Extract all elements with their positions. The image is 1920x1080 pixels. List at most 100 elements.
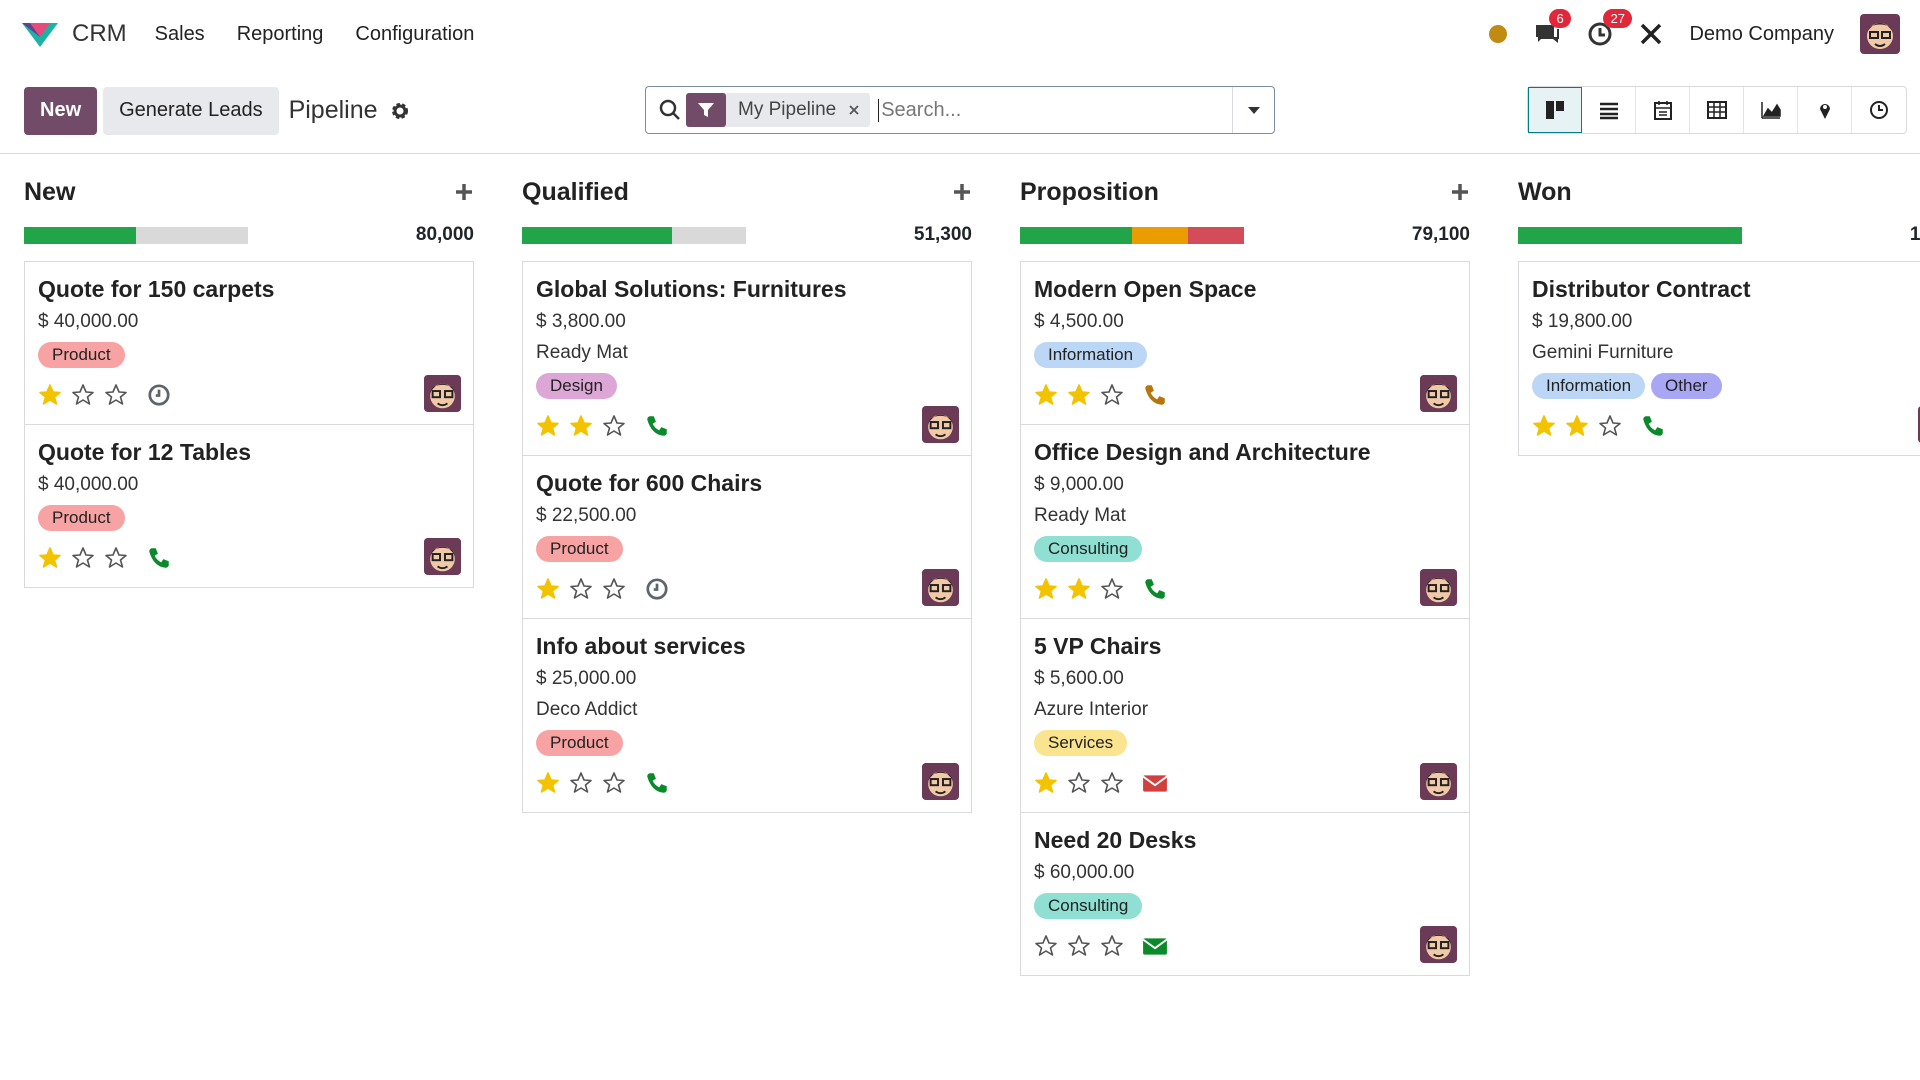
star[interactable] (1068, 384, 1090, 405)
card-amount: $ 5,600.00 (1034, 668, 1124, 689)
user-avatar[interactable] (1860, 14, 1900, 54)
search-input[interactable]: Search... (878, 98, 961, 122)
progress-bar (522, 226, 746, 244)
quick-create[interactable] (1450, 182, 1470, 202)
graph-view[interactable] (1744, 87, 1798, 133)
calendar-view[interactable] (1636, 87, 1690, 133)
star[interactable] (1035, 384, 1057, 405)
star[interactable] (39, 384, 61, 405)
star[interactable] (1035, 578, 1057, 599)
star[interactable] (603, 415, 625, 436)
priority-stars (1533, 415, 1621, 436)
activity-phone[interactable] (1142, 576, 1168, 602)
activity-phone[interactable] (1142, 382, 1168, 408)
company-switcher[interactable]: Demo Company (1689, 22, 1834, 45)
search-dropdown[interactable] (1232, 87, 1274, 133)
progress-segment (1020, 226, 1132, 244)
card-amount: $ 22,500.00 (536, 505, 637, 526)
star[interactable] (1068, 578, 1090, 599)
card-amount: $ 4,500.00 (1034, 311, 1124, 332)
menu-item[interactable]: Configuration (355, 22, 475, 45)
app-logo[interactable] (20, 19, 60, 49)
star[interactable] (1035, 935, 1057, 956)
tag: Product (38, 342, 125, 368)
status-dot[interactable] (1489, 25, 1508, 43)
kanban-card[interactable]: Need 20 Desks $ 60,000.00 Consulting (1020, 812, 1470, 976)
star[interactable] (537, 578, 559, 599)
kanban-column: Proposition 79,100 Modern Open Space $ 4,50… (1020, 154, 1470, 976)
star[interactable] (603, 772, 625, 793)
star[interactable] (39, 547, 61, 568)
star[interactable] (570, 578, 592, 599)
map-view[interactable] (1798, 87, 1852, 133)
quick-create[interactable] (454, 182, 474, 202)
kanban-card[interactable]: Distributor Contract $ 19,800.00 Gemini Fu… (1518, 261, 1920, 456)
pivot-view[interactable] (1690, 87, 1744, 133)
list-view[interactable] (1582, 87, 1636, 133)
activity-phone[interactable] (146, 545, 172, 571)
activity-view[interactable] (1852, 87, 1906, 133)
column-title: Proposition (1020, 177, 1159, 206)
activity-email[interactable] (1142, 770, 1168, 796)
star[interactable] (1599, 415, 1621, 436)
star[interactable] (1566, 415, 1588, 436)
column-progress: 80,000 (24, 224, 474, 246)
menu-item[interactable]: Reporting (236, 22, 324, 45)
progress-bar (1518, 226, 1742, 244)
activities[interactable]: 27 (1587, 9, 1632, 47)
activity-clock[interactable] (644, 576, 670, 602)
column-total: 51,300 (913, 224, 972, 245)
tools-icon[interactable] (1639, 22, 1663, 46)
generate-leads-button[interactable]: Generate Leads (103, 86, 279, 135)
search-bar[interactable]: My Pipeline Search... (645, 86, 1275, 134)
activity-phone[interactable] (644, 770, 670, 796)
card-tags: Services (1034, 730, 1456, 756)
star[interactable] (570, 772, 592, 793)
star[interactable] (1533, 415, 1555, 436)
kanban-card[interactable]: Quote for 150 carpets $ 40,000.00 Product (24, 261, 474, 425)
facet-remove[interactable] (848, 104, 860, 116)
messages[interactable]: 6 (1533, 9, 1571, 47)
activity-clock[interactable] (146, 382, 172, 408)
menu-item[interactable]: Sales (154, 22, 205, 45)
new-button[interactable]: New (24, 86, 98, 135)
activity-phone[interactable] (1640, 413, 1666, 439)
star[interactable] (1068, 772, 1090, 793)
kanban-view[interactable] (1528, 87, 1582, 133)
star[interactable] (1068, 935, 1090, 956)
star[interactable] (537, 415, 559, 436)
settings-gear[interactable] (390, 101, 410, 121)
star[interactable] (1101, 578, 1123, 599)
progress-segment (1188, 226, 1244, 244)
activity-email[interactable] (1142, 933, 1168, 959)
star[interactable] (570, 415, 592, 436)
star[interactable] (72, 547, 94, 568)
quick-create[interactable] (952, 182, 972, 202)
kanban-card[interactable]: Quote for 12 Tables $ 40,000.00 Product (24, 424, 474, 588)
activity-phone[interactable] (644, 413, 670, 439)
kanban-card[interactable]: Info about services $ 25,000.00 Deco Addic… (522, 618, 972, 813)
star[interactable] (603, 578, 625, 599)
star[interactable] (1101, 935, 1123, 956)
star[interactable] (105, 547, 127, 568)
kanban-card[interactable]: Global Solutions: Furnitures $ 3,800.00 Re… (522, 261, 972, 456)
star[interactable] (72, 384, 94, 405)
star[interactable] (105, 384, 127, 405)
search-icon (659, 99, 680, 120)
brand[interactable]: CRM (72, 20, 127, 47)
navbar: CRM Sales Reporting Configuration 6 27 D… (0, 0, 1920, 68)
card-customer: Ready Mat (536, 342, 628, 363)
priority-stars (537, 415, 625, 436)
star[interactable] (1101, 384, 1123, 405)
card-amount: $ 60,000.00 (1034, 862, 1135, 883)
star[interactable] (537, 772, 559, 793)
progress-segment (1132, 226, 1188, 244)
kanban-card[interactable]: Modern Open Space $ 4,500.00 Information (1020, 261, 1470, 425)
kanban-card[interactable]: Quote for 600 Chairs $ 22,500.00 Product (522, 455, 972, 619)
kanban-card[interactable]: Office Design and Architecture $ 9,000.00… (1020, 424, 1470, 619)
card-tags: Product (38, 505, 460, 531)
kanban-card[interactable]: 5 VP Chairs $ 5,600.00 Azure Interior Servi… (1020, 618, 1470, 813)
star[interactable] (1101, 772, 1123, 793)
star[interactable] (1035, 772, 1057, 793)
